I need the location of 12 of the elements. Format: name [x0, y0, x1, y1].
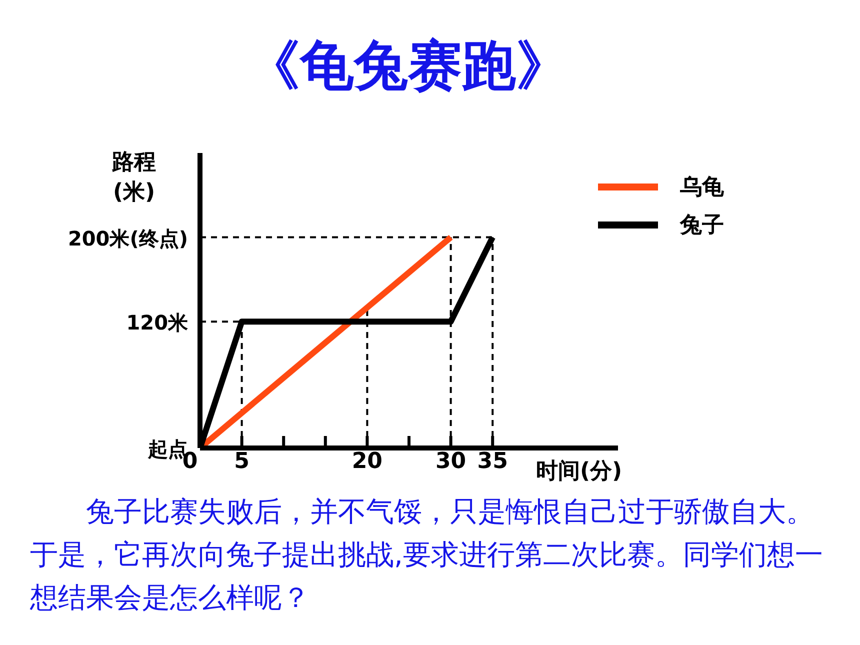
y-tick-label: 200米(终点) [68, 226, 188, 250]
text: 兔子比赛失败后，并不气馁，只是悔恨自己过于骄傲自大。于是，它再次向兔子提出挑战,要求进行第二次比赛。同学们想一想结果会是怎么样呢？ [30, 494, 824, 616]
x-tick-label: 30 [435, 449, 466, 474]
chart-title: 《龟兔赛跑》 [245, 33, 571, 99]
x-tick-label: 35 [477, 449, 508, 474]
legend-label: 乌龟 [680, 174, 724, 202]
x-axis-title: 时间(分) [536, 458, 622, 486]
x-tick-label: 20 [352, 449, 383, 474]
legend-label: 兔子 [680, 212, 724, 240]
x-tick-label: 5 [234, 449, 250, 474]
y-tick-label: 120米 [126, 310, 189, 335]
y-axis-title: 路程 (米) [112, 149, 156, 207]
